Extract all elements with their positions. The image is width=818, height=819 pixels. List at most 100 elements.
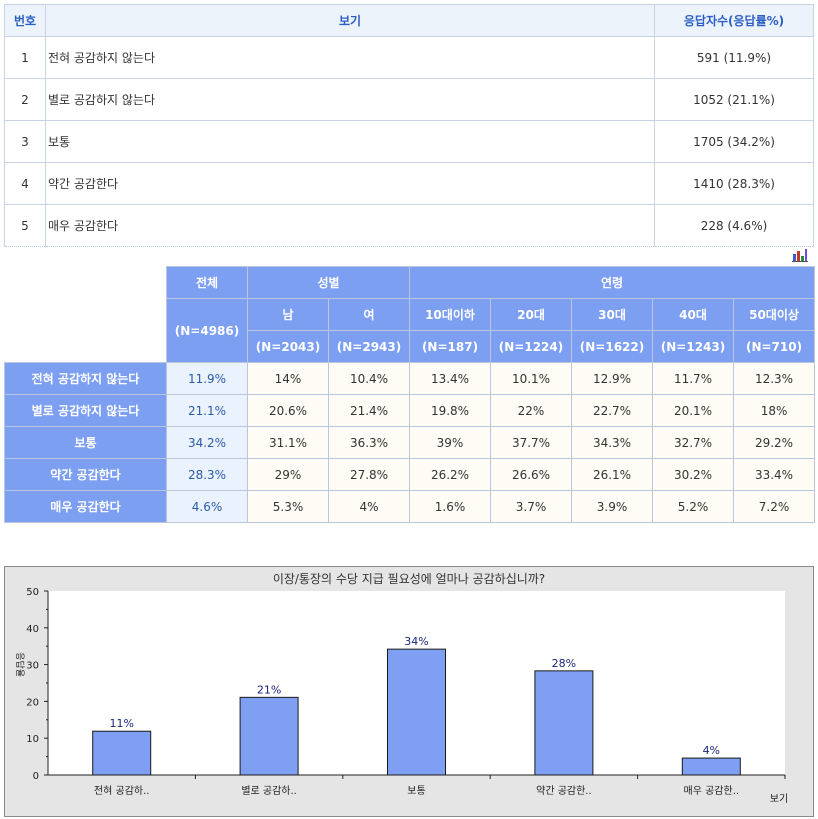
header-no: 번호 — [4, 4, 46, 37]
answer-count: 228 (4.6%) — [654, 204, 814, 247]
answer-count: 1410 (28.3%) — [654, 162, 814, 205]
header-count: 응답자수(응답률%) — [654, 4, 814, 37]
answer-no: 3 — [4, 120, 46, 163]
cross-cell: 10.1% — [490, 362, 572, 395]
cross-cell: 27.8% — [328, 458, 410, 491]
bar — [681, 757, 741, 776]
cross-cell: 32.7% — [652, 426, 734, 459]
subgroup-label: 40대 — [652, 298, 734, 331]
bar — [387, 648, 446, 776]
answer-label: 보통 — [45, 120, 655, 163]
cross-total-cell: 28.3% — [166, 458, 248, 491]
x-tick-label: 별로 공감하.. — [241, 784, 297, 797]
cross-cell: 29.2% — [732, 426, 816, 459]
cross-total-cell: 11.9% — [166, 362, 248, 395]
cross-cell: 11.7% — [652, 362, 734, 395]
cross-cell: 26.6% — [490, 458, 572, 491]
cross-cell: 12.9% — [571, 362, 653, 395]
subgroup-label: 20대 — [490, 298, 572, 331]
bar-data-label: 11% — [109, 717, 133, 730]
answer-row: 3 보통 1705 (34.2%) — [4, 120, 814, 163]
cross-cell: 37.7% — [490, 426, 572, 459]
bar-chart-icon[interactable] — [792, 248, 808, 262]
x-tick-label: 매우 공감한.. — [684, 785, 740, 797]
cross-cell: 12.3% — [732, 362, 816, 395]
x-tick-label: 보통 — [407, 785, 425, 797]
cross-row-label: 약간 공감한다 — [4, 458, 167, 491]
cross-cell: 22% — [490, 394, 572, 427]
cross-cell: 29% — [247, 458, 329, 491]
cross-row: 매우 공감한다 4.6% 5.3% 4% 1.6% 3.7% 3.9% 5.2% 7.2% — [4, 490, 816, 523]
answer-no: 4 — [4, 162, 46, 205]
cross-row: 별로 공감하지 않는다 21.1% 20.6% 21.4% 19.8% 22% 22.7% 2… — [4, 394, 816, 427]
subgroup-n: (N=1622) — [571, 330, 653, 363]
chart-title: 이장/통장의 수당 지급 필요성에 얼마나 공감하십니까? — [272, 572, 546, 586]
header-gender: 성별 — [247, 266, 410, 299]
cross-cell: 26.1% — [571, 458, 653, 491]
cross-cell: 36.3% — [328, 426, 410, 459]
bar-data-label: 34% — [404, 635, 428, 648]
cross-cell: 31.1% — [247, 426, 329, 459]
bar-chart: 0 10 20 30 40 50 응답율 11% 전혀 공감하.. 21% 별로 공감하.. 34% 보… — [14, 587, 788, 805]
cross-cell: 20.1% — [652, 394, 734, 427]
subgroup-n: (N=187) — [409, 330, 491, 363]
subgroup-n: (N=2043) — [247, 330, 329, 363]
x-tick-label: 전혀 공감하.. — [94, 784, 150, 797]
answer-no: 2 — [4, 78, 46, 121]
cross-cell: 33.4% — [732, 458, 816, 491]
subgroup-label: 30대 — [571, 298, 653, 331]
cross-total-cell: 4.6% — [166, 490, 248, 523]
subgroup-label: 남 — [247, 298, 329, 331]
subgroup-label: 10대이하 — [409, 298, 491, 331]
header-total: 전체 — [166, 266, 248, 299]
cross-row-label: 매우 공감한다 — [4, 490, 167, 523]
cross-table: 전체 성별 연령 (N=4986) 남 여 10대이하 20대 30대 40대 50대이상 … — [4, 266, 816, 523]
header-age: 연령 — [408, 266, 816, 299]
y-tick-label: 50 — [26, 587, 39, 598]
y-tick-label: 10 — [26, 734, 39, 745]
cross-cell: 20.6% — [247, 394, 329, 427]
y-tick-label: 20 — [26, 697, 39, 708]
cross-row: 보통 34.2% 31.1% 36.3% 39% 37.7% 34.3% 32.7% 29.2% — [4, 426, 816, 459]
answer-label: 전혀 공감하지 않는다 — [45, 36, 655, 79]
answer-table: 번호 보기 응답자수(응답률%) 1 전혀 공감하지 않는다 591 (11.9%)… — [4, 4, 814, 247]
cross-total-cell: 21.1% — [166, 394, 248, 427]
bar-data-label: 21% — [257, 683, 281, 696]
bar — [534, 670, 594, 776]
subgroup-n: (N=2943) — [328, 330, 410, 363]
answer-count: 1705 (34.2%) — [654, 120, 814, 163]
cross-cell: 22.7% — [571, 394, 653, 427]
cross-cell: 19.8% — [409, 394, 491, 427]
cross-row-label: 전혀 공감하지 않는다 — [4, 362, 167, 395]
subgroup-n: (N=710) — [732, 330, 816, 363]
x-tick-label: 약간 공감한.. — [536, 785, 592, 797]
cross-cell: 30.2% — [652, 458, 734, 491]
answer-no: 5 — [4, 204, 46, 247]
cross-cell: 10.4% — [328, 362, 410, 395]
answer-label: 약간 공감한다 — [45, 162, 655, 205]
cross-cell: 1.6% — [409, 490, 491, 523]
answer-row: 1 전혀 공감하지 않는다 591 (11.9%) — [4, 36, 814, 79]
cross-cell: 3.7% — [490, 490, 572, 523]
subgroup-n: (N=1224) — [490, 330, 572, 363]
bar-data-label: 4% — [703, 744, 720, 757]
cross-cell: 5.2% — [652, 490, 734, 523]
cross-cell: 39% — [409, 426, 491, 459]
cross-row-label: 별로 공감하지 않는다 — [4, 394, 167, 427]
y-tick-label: 0 — [33, 771, 39, 782]
bar-data-label: 28% — [552, 657, 576, 670]
answer-row: 2 별로 공감하지 않는다 1052 (21.1%) — [4, 78, 814, 121]
subgroup-n: (N=1243) — [652, 330, 734, 363]
cross-cell: 13.4% — [409, 362, 491, 395]
corner-blank — [4, 266, 167, 363]
chart-panel: 이장/통장의 수당 지급 필요성에 얼마나 공감하십니까? 0 10 20 30 40 5… — [4, 566, 814, 817]
answer-row: 5 매우 공감한다 228 (4.6%) — [4, 204, 814, 247]
x-axis-label: 보기 — [770, 793, 788, 805]
cross-cell: 14% — [247, 362, 329, 395]
y-tick-label: 30 — [26, 661, 39, 672]
cross-cell: 4% — [328, 490, 410, 523]
header-total-n: (N=4986) — [166, 298, 248, 363]
answer-label: 매우 공감한다 — [45, 204, 655, 247]
cross-cell: 5.3% — [247, 490, 329, 523]
answer-count: 1052 (21.1%) — [654, 78, 814, 121]
